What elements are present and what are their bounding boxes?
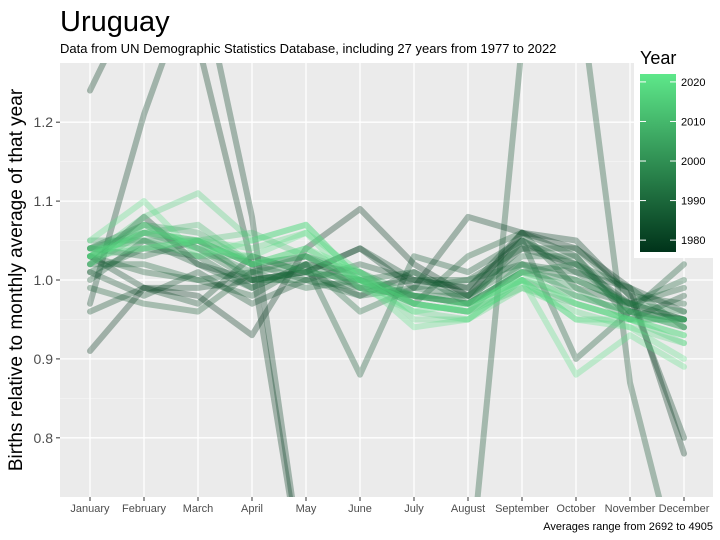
y-tick-label: 0.9: [34, 351, 54, 367]
x-tick-label: December: [659, 503, 710, 515]
y-tick-label: 1.1: [34, 193, 54, 209]
y-tick-label: 0.8: [34, 430, 54, 446]
series-line-2013: [87, 229, 687, 339]
chart-caption: Averages range from 2692 to 4905: [543, 521, 713, 533]
legend-title: Year: [640, 48, 676, 68]
series-line-1995: [87, 229, 687, 323]
series-line-2022: [87, 229, 687, 339]
x-tick-label: January: [70, 503, 110, 515]
series-line-2021: [87, 221, 687, 362]
y-tick-label: 1.2: [34, 114, 54, 130]
series-line-1998: [87, 229, 687, 315]
y-axis-label: Births relative to monthly average of th…: [6, 88, 27, 471]
series-line-1982: [87, 245, 687, 323]
grid-major: [60, 63, 713, 497]
series-line-1989: [87, 237, 687, 307]
series-line-1985: [87, 237, 687, 378]
legend-tick-label: 2000: [681, 156, 705, 168]
series-line-2016: [87, 190, 687, 347]
series-line-2010: [87, 221, 687, 323]
series-line-2001: [87, 237, 687, 331]
x-tick-label: July: [404, 503, 424, 515]
x-tick-label: April: [241, 503, 263, 515]
legend-colorbar: [640, 74, 676, 252]
legend-tick-label: 1980: [681, 235, 705, 247]
legend: Year 1980 1990 2000 2010 2020: [634, 42, 720, 258]
series-line-1977: [87, 206, 687, 457]
series-line-2020: [87, 198, 687, 378]
series-line-1979: [87, 213, 687, 441]
x-tick-label: November: [605, 503, 656, 515]
chart-subtitle: Data from UN Demographic Statistics Data…: [60, 41, 556, 56]
series-line-2018: [87, 229, 687, 347]
series-line-1986: [87, 229, 687, 307]
series-line-1990: [87, 245, 687, 323]
legend-tick-label: 2010: [681, 116, 705, 128]
chart-title: Uruguay: [60, 6, 170, 38]
x-tick-label: May: [296, 503, 317, 515]
x-tick-label: February: [122, 503, 167, 515]
series-line-1992: [87, 221, 687, 323]
series-line-1988: [87, 237, 687, 331]
series-line-1983: [87, 229, 687, 323]
x-tick-label: September: [495, 503, 549, 515]
series-line-2007: [87, 237, 687, 331]
x-axis: January February March April May June July Augu…: [70, 497, 710, 515]
y-tick-label: 1.0: [34, 272, 54, 288]
x-tick-label: June: [348, 503, 372, 515]
y-axis: 0.8 0.9 1.0 1.1 1.2: [34, 114, 60, 446]
x-tick-label: March: [183, 503, 214, 515]
grid-minor: [60, 161, 713, 399]
series-line-1987: [87, 245, 687, 315]
series-layer: [87, 63, 687, 497]
legend-ticks: 1980 1990 2000 2010 2020: [640, 77, 705, 247]
x-tick-label: October: [556, 503, 595, 515]
x-tick-label: August: [451, 503, 485, 515]
legend-tick-label: 1990: [681, 196, 705, 208]
legend-tick-label: 2020: [681, 77, 705, 89]
series-line-1981: [87, 237, 687, 315]
series-line-2004: [87, 221, 687, 323]
